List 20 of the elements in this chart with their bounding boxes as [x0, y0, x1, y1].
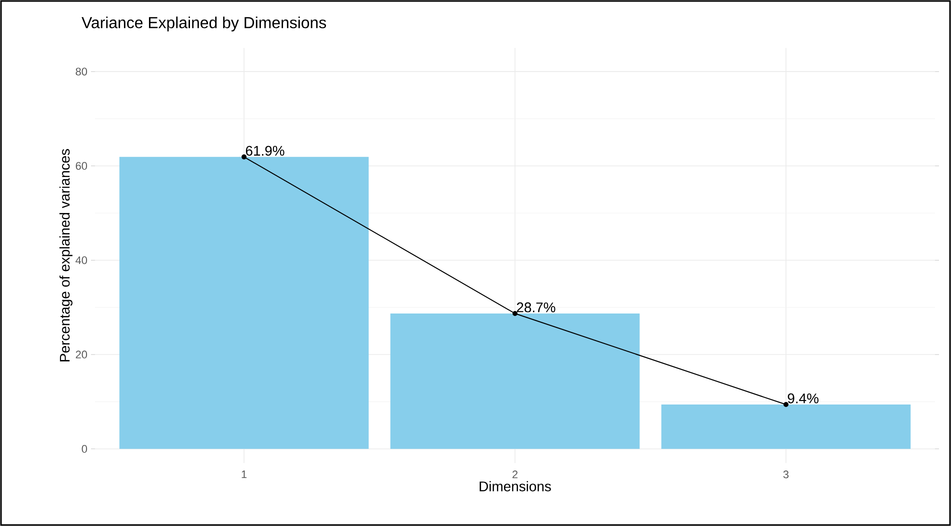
data-label: 9.4% [788, 393, 818, 404]
bar [390, 314, 640, 449]
x-tick-label: 2 [512, 470, 518, 478]
x-axis-title: Dimensions [480, 481, 551, 492]
data-label: 61.9% [246, 146, 284, 156]
data-label: 28.7% [516, 302, 556, 312]
y-axis-title: Percentage of explained variances [59, 149, 72, 362]
bar [661, 404, 911, 449]
point [783, 402, 788, 408]
point [242, 154, 247, 160]
x-tick-label: 1 [242, 470, 247, 478]
point [512, 311, 518, 316]
y-tick-label: 40 [76, 256, 88, 264]
y-tick-label: 0 [82, 444, 88, 453]
bar [119, 156, 369, 449]
y-tick-label: 80 [76, 68, 88, 76]
x-tick-label: 3 [783, 470, 789, 478]
chart-title: Variance Explained by Dimensions [82, 16, 326, 32]
y-tick-label: 20 [76, 350, 88, 358]
y-tick-label: 60 [76, 162, 88, 170]
